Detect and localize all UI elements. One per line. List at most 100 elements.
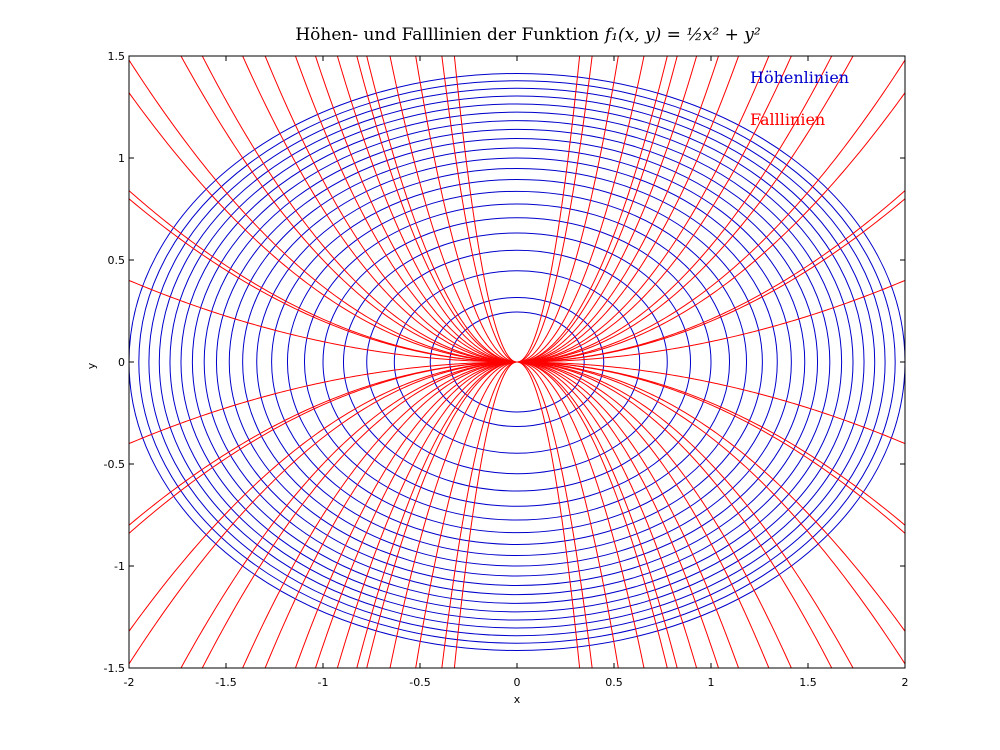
gradient-curve-10 <box>129 190 518 363</box>
level-curve-8 <box>271 179 763 545</box>
gradient-curve-42 <box>314 56 518 363</box>
gradient-curve-15 <box>129 361 518 632</box>
gradient-curve-52 <box>516 56 668 363</box>
level-curve-3 <box>366 249 668 475</box>
gradient-curve-28 <box>516 56 792 363</box>
x-tick-label-4: 0 <box>514 676 521 689</box>
gradient-curve-31 <box>242 361 518 668</box>
level-curve-12 <box>215 138 819 586</box>
level-curve-13 <box>203 128 831 596</box>
gradient-curve-11 <box>129 361 518 534</box>
level-curve-20 <box>129 73 905 651</box>
level-curve-14 <box>191 120 843 604</box>
y-tick-label-4: 0.5 <box>108 254 126 267</box>
gradient-curve-20 <box>516 56 854 363</box>
gradient-curve-24 <box>516 56 833 363</box>
gradient-curve-47 <box>336 361 518 668</box>
gradient-curve-0 <box>516 279 905 363</box>
x-tick-label-5: 0.5 <box>605 676 623 689</box>
level-curves-group <box>129 73 905 651</box>
gradient-curve-12 <box>516 92 905 363</box>
gradient-curve-25 <box>516 361 833 668</box>
chart-title-prefix: Höhen- und Falllinien der Funktion <box>295 25 599 45</box>
y-tick-label-1: -1 <box>114 560 125 573</box>
gradient-curve-37 <box>516 361 740 668</box>
level-curve-18 <box>148 87 886 637</box>
chart-title: Höhen- und Falllinien der Funktion f₁(x, … <box>295 25 761 45</box>
gradient-curve-56 <box>516 56 645 363</box>
gradient-curve-18 <box>129 59 518 363</box>
x-axis-ticks: -2 -1.5 -1 -0.5 0 0.5 1 1.5 2 <box>124 56 909 689</box>
gradient-curve-44 <box>516 56 698 363</box>
level-curve-7 <box>286 190 748 534</box>
level-curve-11 <box>228 147 806 577</box>
gradient-curve-67 <box>441 361 518 668</box>
gradient-curve-60 <box>516 56 619 363</box>
gradient-curve-66 <box>441 56 518 363</box>
gradient-curve-30 <box>242 56 518 363</box>
y-tick-label-5: 1 <box>118 152 125 165</box>
gradient-curve-39 <box>294 361 518 668</box>
gradient-curve-36 <box>516 56 740 363</box>
x-tick-label-7: 1.5 <box>799 676 817 689</box>
chart-title-math: f₁(x, y) = ½x² + y² <box>603 25 761 45</box>
y-axis-label: y <box>85 362 98 369</box>
gradient-curve-70 <box>453 56 518 363</box>
gradient-curve-2 <box>129 279 518 363</box>
gradient-curve-57 <box>516 361 645 668</box>
plot-area <box>129 56 905 668</box>
level-curve-1 <box>429 296 605 428</box>
gradient-curve-71 <box>453 361 518 668</box>
gradient-curves-group <box>129 56 905 668</box>
level-curve-16 <box>169 103 865 621</box>
gradient-curve-13 <box>516 361 905 632</box>
x-tick-label-3: -0.5 <box>409 676 430 689</box>
x-axis-label: x <box>514 693 521 706</box>
y-tick-label-2: -0.5 <box>104 458 125 471</box>
gradient-curve-34 <box>264 56 518 363</box>
gradient-curve-68 <box>516 56 581 363</box>
y-axis-ticks: -1.5 -1 -0.5 0 0.5 1 1.5 <box>104 50 905 675</box>
gradient-curve-46 <box>336 56 518 363</box>
gradient-curve-40 <box>516 56 720 363</box>
gradient-curve-48 <box>516 56 678 363</box>
x-tick-label-6: 1 <box>708 676 715 689</box>
level-curve-17 <box>158 95 876 629</box>
gradient-curve-23 <box>180 361 518 668</box>
gradient-curve-53 <box>516 361 668 668</box>
gradient-curve-63 <box>415 361 518 668</box>
gradient-curve-65 <box>516 361 593 668</box>
gradient-curve-35 <box>264 361 518 668</box>
gradient-curve-49 <box>516 361 678 668</box>
gradient-curve-38 <box>294 56 518 363</box>
gradient-curve-27 <box>201 361 518 668</box>
gradient-curve-21 <box>516 361 854 668</box>
level-curve-6 <box>303 203 731 521</box>
gradient-curve-51 <box>356 361 518 668</box>
legend: Höhenlinien Falllinien <box>750 68 849 129</box>
y-tick-label-0: -1.5 <box>104 662 125 675</box>
level-curve-2 <box>393 270 641 454</box>
gradient-curve-45 <box>516 361 698 668</box>
x-tick-label-2: -1 <box>318 676 329 689</box>
gradient-curve-41 <box>516 361 720 668</box>
gradient-curve-55 <box>366 361 518 668</box>
gradient-curve-8 <box>516 190 905 363</box>
gradient-curve-33 <box>516 361 770 668</box>
x-tick-label-0: -2 <box>124 676 135 689</box>
gradient-curve-54 <box>366 56 518 363</box>
gradient-curve-22 <box>180 56 518 363</box>
legend-entry-falllinien: Falllinien <box>750 110 825 129</box>
level-curve-9 <box>256 167 778 557</box>
x-tick-label-8: 2 <box>902 676 909 689</box>
level-curve-15 <box>180 111 854 613</box>
gradient-curve-26 <box>201 56 518 363</box>
y-tick-label-6: 1.5 <box>108 50 126 63</box>
gradient-curve-64 <box>516 56 593 363</box>
gradient-curve-9 <box>516 361 905 534</box>
gradient-curve-62 <box>415 56 518 363</box>
gradient-curve-61 <box>516 361 619 668</box>
level-curve-19 <box>138 80 896 644</box>
gradient-curve-59 <box>389 361 518 668</box>
